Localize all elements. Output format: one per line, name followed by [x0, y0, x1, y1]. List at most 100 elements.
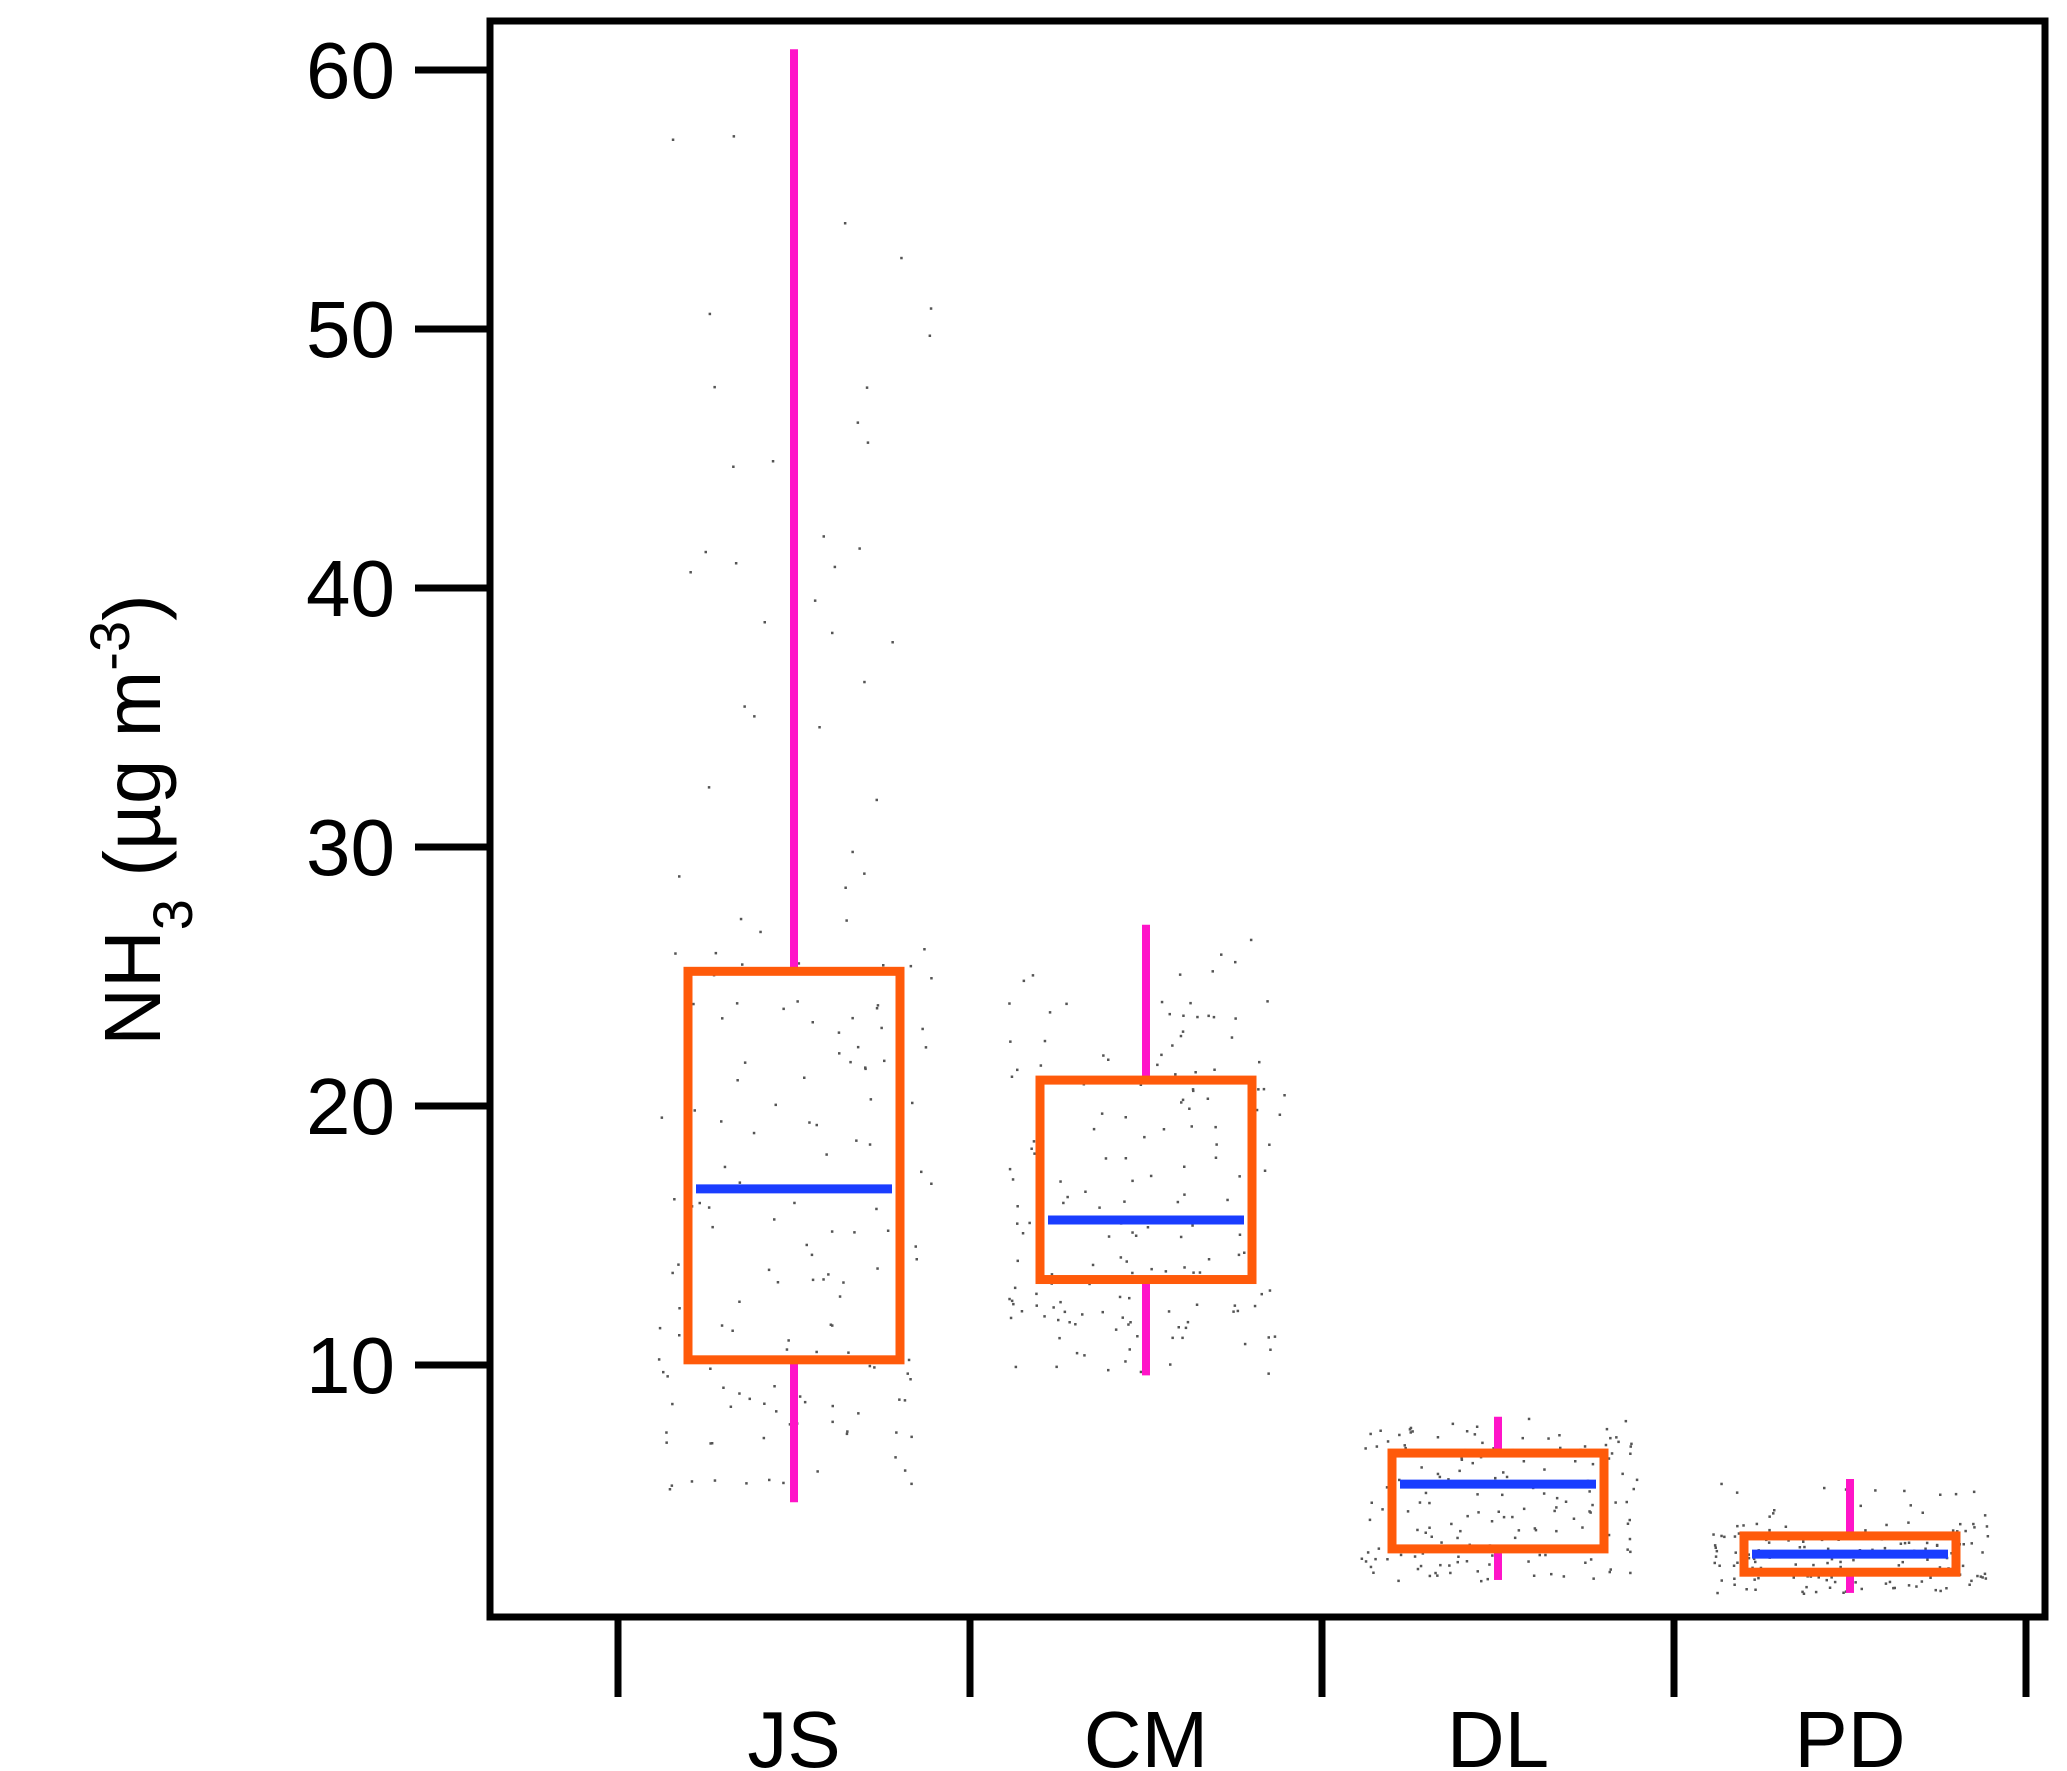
- data-point: [803, 1076, 806, 1079]
- data-point: [1450, 1522, 1453, 1526]
- data-point: [1262, 1087, 1266, 1091]
- data-point: [698, 1201, 701, 1205]
- data-point: [1416, 1528, 1419, 1532]
- data-point: [1214, 1125, 1217, 1129]
- data-point: [1839, 1565, 1842, 1569]
- data-point: [1074, 1323, 1077, 1326]
- data-point: [857, 1412, 860, 1415]
- data-point: [1436, 1436, 1440, 1439]
- data-point: [773, 1218, 776, 1221]
- data-point: [921, 1027, 924, 1031]
- data-point: [906, 1372, 909, 1375]
- iqr-box: [1035, 1075, 1257, 1285]
- data-point: [1139, 1370, 1143, 1374]
- data-point: [1418, 1501, 1422, 1504]
- data-point: [677, 1263, 680, 1266]
- data-point: [732, 135, 736, 138]
- data-point: [1369, 1432, 1372, 1436]
- data-point: [1456, 1536, 1459, 1540]
- y-tick-label: 20: [306, 1062, 395, 1151]
- plot-frame: [486, 17, 2049, 1621]
- data-point: [831, 631, 834, 635]
- data-point: [1189, 1001, 1192, 1005]
- data-point: [721, 1017, 724, 1020]
- data-point: [1522, 1460, 1526, 1463]
- data-point: [711, 1225, 714, 1229]
- data-point: [1939, 1589, 1942, 1593]
- data-point: [1842, 1591, 1845, 1594]
- data-point: [1131, 1271, 1134, 1275]
- data-point: [910, 1482, 913, 1486]
- data-point: [845, 919, 848, 922]
- data-point: [1628, 1518, 1631, 1522]
- data-point: [1745, 1588, 1748, 1591]
- data-point: [875, 1007, 879, 1010]
- data-point: [671, 1271, 674, 1275]
- data-point: [723, 1165, 727, 1169]
- data-point: [855, 1139, 858, 1142]
- data-point: [1543, 1468, 1546, 1471]
- data-point: [1182, 1014, 1185, 1017]
- data-point: [876, 1267, 879, 1270]
- data-point: [1176, 1200, 1180, 1204]
- data-point: [1626, 1522, 1630, 1525]
- data-point: [1801, 1590, 1804, 1594]
- y-tick-label: 10: [306, 1321, 395, 1410]
- data-point: [1907, 1541, 1911, 1544]
- data-point: [1716, 1591, 1719, 1595]
- iqr-box: [1387, 1448, 1609, 1554]
- data-point: [1972, 1490, 1976, 1494]
- data-point: [720, 1324, 724, 1327]
- data-point: [1032, 1140, 1036, 1143]
- data-point: [1457, 1555, 1460, 1558]
- data-point: [1802, 1540, 1805, 1543]
- data-point: [1243, 1342, 1247, 1346]
- data-point: [1497, 1510, 1500, 1513]
- data-point: [1052, 1306, 1055, 1309]
- data-point: [1226, 1198, 1229, 1202]
- data-point: [1171, 1336, 1174, 1340]
- data-point: [1544, 1553, 1547, 1557]
- data-point: [1629, 1445, 1632, 1448]
- data-point: [1124, 1360, 1127, 1363]
- data-point: [709, 1367, 712, 1370]
- data-point: [658, 1326, 662, 1330]
- data-point: [1178, 973, 1182, 976]
- data-point: [1386, 1440, 1390, 1443]
- data-point: [875, 798, 878, 802]
- data-point: [1253, 1304, 1257, 1308]
- data-point: [1938, 1566, 1942, 1569]
- data-point: [1372, 1571, 1375, 1574]
- data-point: [1970, 1579, 1973, 1583]
- data-point: [1428, 1526, 1431, 1529]
- data-point: [914, 1245, 917, 1248]
- data-point: [1460, 1458, 1464, 1461]
- data-point: [1010, 1075, 1014, 1078]
- data-point: [1903, 1489, 1906, 1493]
- data-point: [797, 962, 801, 965]
- data-point: [1179, 1034, 1183, 1038]
- data-point: [1477, 1511, 1480, 1514]
- data-point: [1733, 1535, 1737, 1538]
- data-point: [845, 1432, 849, 1436]
- data-point: [1449, 1571, 1452, 1575]
- data-point: [763, 621, 766, 624]
- data-point: [1084, 1190, 1087, 1193]
- data-point: [1615, 1436, 1618, 1439]
- data-point: [1794, 1563, 1797, 1566]
- data-point: [1273, 1335, 1277, 1338]
- data-point: [1255, 1108, 1259, 1112]
- data-point: [1191, 1224, 1194, 1227]
- data-point: [1212, 1015, 1216, 1019]
- data-point: [1008, 1167, 1012, 1171]
- data-point: [1833, 1580, 1837, 1584]
- data-point: [1127, 1323, 1130, 1326]
- data-point: [735, 1002, 739, 1005]
- data-point: [915, 1258, 918, 1261]
- data-point: [1008, 1297, 1011, 1301]
- data-point: [1734, 1551, 1737, 1554]
- data-point: [803, 1400, 807, 1404]
- data-point: [738, 1392, 741, 1395]
- data-point: [1181, 1030, 1185, 1033]
- data-point: [868, 1143, 872, 1146]
